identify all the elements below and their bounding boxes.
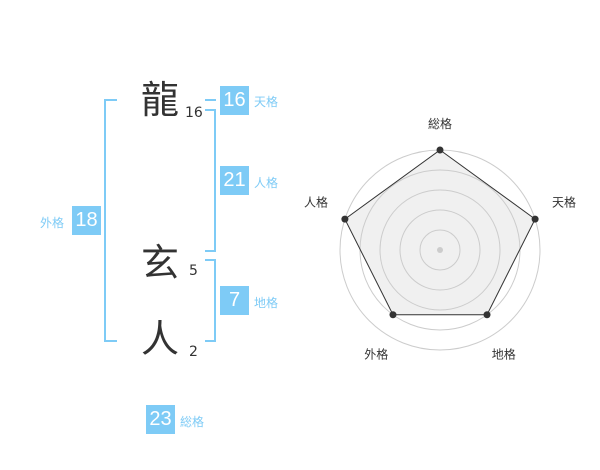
- stroke-count-1: 16: [185, 105, 203, 121]
- radar-point-3: [389, 311, 397, 319]
- radar-axis-label: 地格: [492, 347, 516, 362]
- tenkaku-label: 天格: [254, 95, 279, 109]
- tenkaku-connector: [205, 99, 216, 101]
- jinkaku-value: 21: [220, 166, 249, 195]
- jinkaku-bracket: [205, 109, 216, 252]
- radar-point-1: [531, 215, 539, 223]
- radar-axis-label: 外格: [364, 347, 388, 362]
- soukaku-label: 総格: [180, 415, 205, 429]
- radar-axis-label: 人格: [304, 194, 328, 209]
- chikaku-bracket: [205, 259, 216, 342]
- radar-center: [437, 247, 443, 253]
- name-char-1: 龍: [141, 78, 180, 122]
- stroke-count-3: 2: [189, 344, 198, 360]
- radar-point-0: [436, 146, 444, 154]
- radar-area: [344, 150, 536, 315]
- gaikaku-label: 外格: [40, 216, 65, 230]
- gaikaku-value: 18: [72, 206, 101, 235]
- radar-outline: [344, 149, 536, 316]
- stroke-count-2: 5: [189, 263, 198, 279]
- radar-point-2: [483, 311, 491, 319]
- soukaku-value: 23: [146, 405, 175, 434]
- radar-ring: [419, 229, 461, 271]
- gaikaku-bracket: [104, 99, 117, 342]
- radar-axis-label: 天格: [552, 194, 576, 209]
- jinkaku-label: 人格: [254, 176, 279, 190]
- radar-ring: [399, 209, 481, 291]
- radar-ring: [379, 189, 501, 311]
- name-char-2: 玄: [141, 241, 180, 285]
- chikaku-label: 地格: [254, 296, 279, 310]
- radar-axis-label: 総格: [428, 116, 452, 131]
- tenkaku-value: 16: [220, 86, 249, 115]
- radar-point-4: [341, 215, 349, 223]
- name-char-3: 人: [141, 317, 180, 361]
- chikaku-value: 7: [220, 286, 249, 315]
